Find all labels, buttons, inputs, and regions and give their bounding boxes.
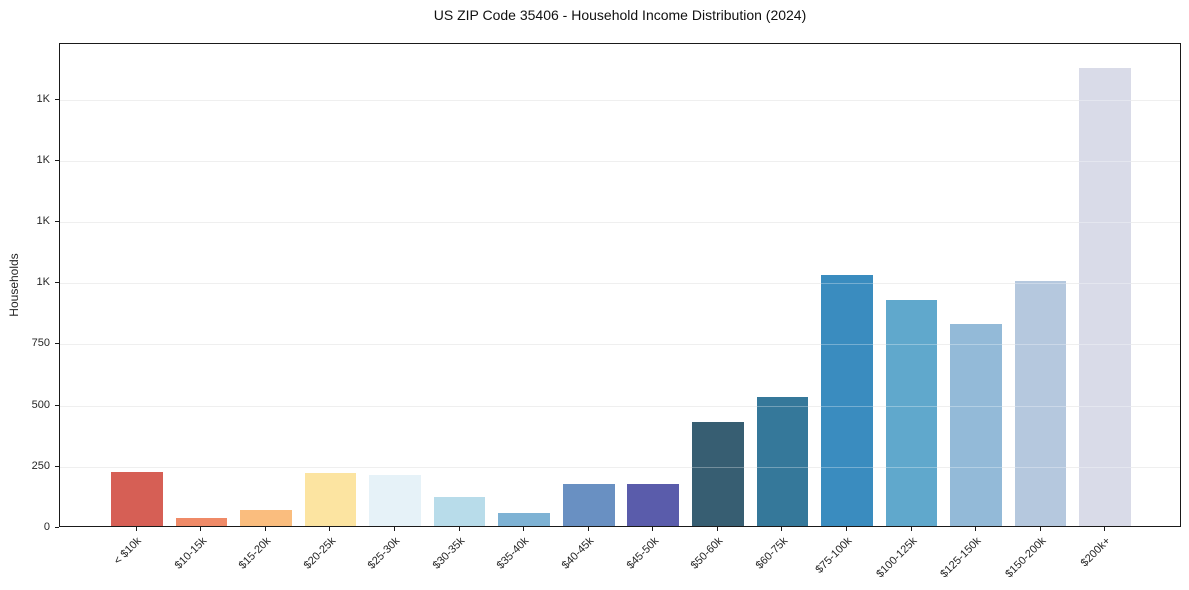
gridline-overlay xyxy=(60,344,1180,346)
x-tick-label: $100-125k xyxy=(873,535,920,581)
x-tick-label: $50-60k xyxy=(688,535,726,572)
bar-$100-125k xyxy=(885,299,938,526)
x-tick xyxy=(458,527,460,531)
x-tick-label: $125-150k xyxy=(938,535,984,581)
gridline-overlay xyxy=(60,221,1180,223)
bar-$10-15k xyxy=(175,518,228,526)
y-tick xyxy=(55,527,59,528)
bar-$50-60k xyxy=(692,421,744,526)
y-tick xyxy=(55,343,59,345)
x-tick-label: $10-15k xyxy=(172,535,209,572)
y-tick xyxy=(55,220,59,222)
bar-$75-100k xyxy=(821,275,873,526)
x-tick xyxy=(394,527,396,531)
y-tick-label: 750 xyxy=(31,337,50,350)
x-tick xyxy=(910,527,912,531)
plot-area xyxy=(59,43,1181,527)
y-tick-label: 0 xyxy=(43,521,50,533)
gridline-overlay xyxy=(60,99,1180,101)
y-tick-label: 250 xyxy=(31,459,50,472)
y-tick-label: 1K xyxy=(36,214,50,227)
y-tick xyxy=(55,465,59,467)
bar-< $10k xyxy=(111,472,163,526)
y-tick-label: 1K xyxy=(36,276,50,289)
x-tick xyxy=(264,527,266,531)
x-tick-label: $30-35k xyxy=(430,535,468,572)
bar-$40-45k xyxy=(562,484,615,526)
x-tick xyxy=(329,527,331,531)
y-tick xyxy=(55,98,59,100)
gridline xyxy=(60,283,1180,285)
gridline xyxy=(60,99,1180,101)
x-tick xyxy=(652,527,654,531)
bar-$15-20k xyxy=(240,510,292,526)
x-tick xyxy=(200,527,202,531)
bar-$25-30k xyxy=(369,474,421,526)
bar-$35-40k xyxy=(498,512,550,526)
x-tick-label: $40-45k xyxy=(559,535,597,572)
y-tick-label: 1K xyxy=(36,92,50,105)
x-tick xyxy=(523,527,525,531)
bar-$20-25k xyxy=(304,473,357,526)
bar-$45-50k xyxy=(627,484,680,526)
x-tick xyxy=(587,527,589,531)
x-tick-label: $45-50k xyxy=(624,535,661,572)
x-tick-label: $150-200k xyxy=(1002,535,1049,581)
x-tick xyxy=(975,527,977,531)
x-tick-label: $20-25k xyxy=(301,535,338,572)
y-tick xyxy=(55,282,59,284)
y-tick-label: 500 xyxy=(31,398,50,411)
y-tick-label: 1K xyxy=(36,153,50,166)
x-tick-label: $200k+ xyxy=(1078,535,1113,570)
bar-$150-200k xyxy=(1014,281,1067,526)
gridline xyxy=(60,344,1180,346)
gridline-overlay xyxy=(60,466,1180,468)
x-tick xyxy=(1104,527,1106,531)
x-tick xyxy=(845,527,847,531)
y-tick xyxy=(55,404,59,406)
gridline-overlay xyxy=(60,283,1180,285)
gridline xyxy=(60,221,1180,223)
bar-$125-150k xyxy=(950,324,1002,526)
x-tick-label: $35-40k xyxy=(495,535,532,572)
gridline-overlay xyxy=(60,160,1180,162)
bar-$60-75k xyxy=(756,397,809,526)
x-tick-label: $25-30k xyxy=(365,535,403,572)
bar-$200k+ xyxy=(1079,68,1131,526)
x-tick xyxy=(716,527,718,531)
y-tick xyxy=(55,159,59,161)
gridline xyxy=(60,466,1180,468)
gridline-overlay xyxy=(60,405,1180,407)
gridline xyxy=(60,160,1180,162)
x-tick-label: $15-20k xyxy=(236,535,274,572)
x-tick-label: $60-75k xyxy=(753,535,790,572)
x-tick xyxy=(781,527,783,531)
bar-$30-35k xyxy=(433,496,486,526)
x-tick-label: < $10k xyxy=(112,535,145,568)
x-tick xyxy=(135,527,137,531)
chart-title: US ZIP Code 35406 - Household Income Dis… xyxy=(433,7,807,23)
x-tick xyxy=(1039,527,1041,531)
x-tick-label: $75-100k xyxy=(813,535,855,576)
gridline xyxy=(60,405,1180,407)
